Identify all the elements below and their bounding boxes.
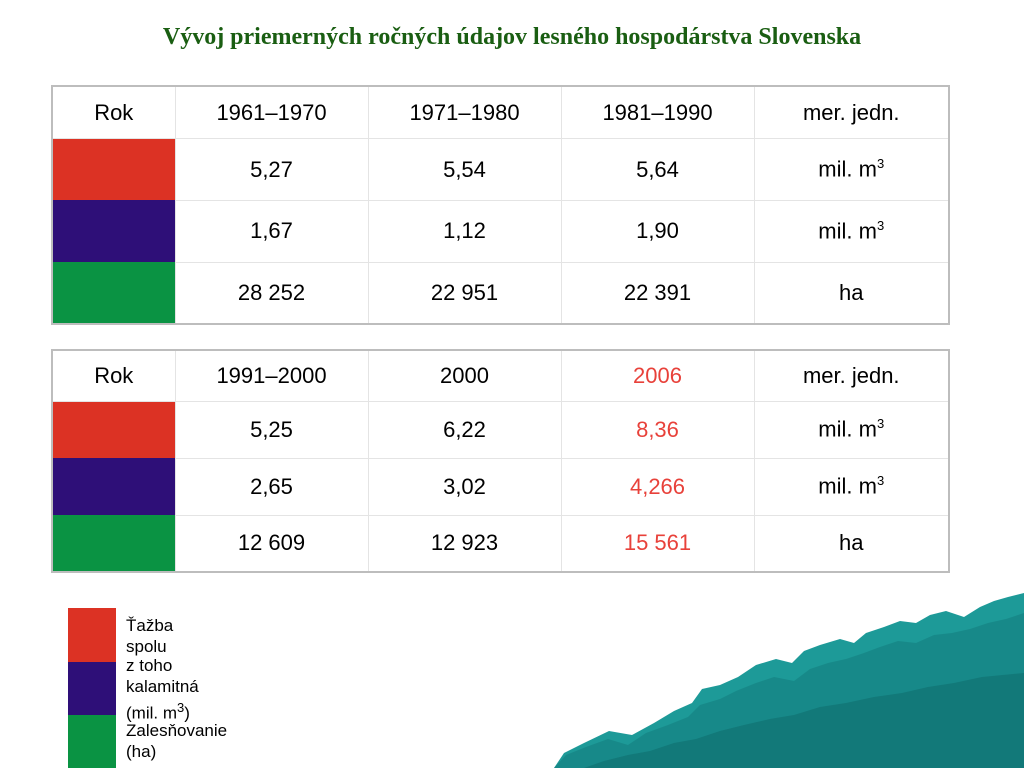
table-row: 28 252 22 951 22 391 ha [52,261,950,325]
table-cell-highlighted: 15 561 [560,514,755,573]
table-cell: 5,25 [174,400,369,459]
unit-superscript: 3 [876,416,885,432]
legend-swatch-green [68,715,116,768]
table-row: 2,65 3,02 4,266 mil. m3 [52,457,950,516]
unit-text: mil. m [818,156,877,182]
unit-cell: mil. m3 [753,138,950,201]
table-cell: 1,90 [560,199,755,263]
table-cell: 3,02 [367,457,562,516]
data-table-1991-2006: Rok 1991–2000 2000 2006 mer. jedn. 5,25 … [51,349,950,573]
table-row: 5,27 5,54 5,64 mil. m3 [52,138,950,201]
table-cell-highlighted: 4,266 [560,457,755,516]
header-cell-period: 1961–1970 [174,85,369,140]
header-cell-year: 2000 [367,349,562,402]
table-cell: 6,22 [367,400,562,459]
table-cell: 1,67 [174,199,369,263]
table-header-row: Rok 1961–1970 1971–1980 1981–1990 mer. j… [51,85,950,140]
table-cell: 5,27 [174,138,369,201]
color-swatch-red [52,401,175,458]
color-swatch-green [52,515,175,572]
table-cell: 22 951 [367,261,562,325]
unit-cell: mil. m3 [753,199,950,263]
header-cell-rok: Rok [51,85,176,140]
color-swatch-purple [52,458,175,515]
unit-text: mil. m [818,218,877,244]
legend-label-tazba: Ťažba spolu [126,616,174,656]
decorative-landscape-graphic [554,593,1024,768]
table-header-row: Rok 1991–2000 2000 2006 mer. jedn. [51,349,950,402]
legend-label-zalesnovanie: Zalesňovanie (ha) [126,721,228,761]
unit-cell: mil. m3 [753,457,950,516]
unit-superscript: 3 [876,218,885,234]
table-cell: 5,64 [560,138,755,201]
header-cell-unit: mer. jedn. [753,349,950,402]
unit-cell: ha [753,514,950,573]
unit-superscript: 3 [876,473,885,489]
color-swatch-purple [52,200,175,263]
header-cell-unit: mer. jedn. [753,85,950,140]
legend-label-line2: (mil. m3) [126,700,190,723]
table-row: 1,67 1,12 1,90 mil. m3 [52,199,950,263]
table-cell: 5,54 [367,138,562,201]
header-cell-year-highlighted: 2006 [560,349,755,402]
legend-label-kalamitna: z toho kalamitná (mil. m3) [126,655,199,724]
color-swatch-green [52,262,175,324]
table-cell: 22 391 [560,261,755,325]
page-title: Vývoj priemerných ročných údajov lesného… [162,24,862,50]
unit-superscript: 3 [876,156,885,172]
color-swatch-red [52,138,175,201]
header-cell-period: 1991–2000 [174,349,369,402]
table-cell: 2,65 [174,457,369,516]
header-cell-period: 1981–1990 [560,85,755,140]
legend-label-line1: z toho kalamitná [126,656,199,696]
legend-swatch-purple [68,662,116,715]
header-cell-rok: Rok [51,349,176,402]
table-cell: 1,12 [367,199,562,263]
unit-cell: mil. m3 [753,400,950,459]
table-row: 5,25 6,22 8,36 mil. m3 [52,400,950,459]
table-cell-highlighted: 8,36 [560,400,755,459]
unit-cell: ha [753,261,950,325]
legend-swatch-red [68,608,116,662]
header-cell-period: 1971–1980 [367,85,562,140]
table-cell: 28 252 [174,261,369,325]
table-cell: 12 923 [367,514,562,573]
unit-text: mil. m [818,473,877,499]
table-row: 12 609 12 923 15 561 ha [52,514,950,573]
table-cell: 12 609 [174,514,369,573]
data-table-1961-1990: Rok 1961–1970 1971–1980 1981–1990 mer. j… [51,85,950,325]
unit-text: mil. m [818,416,877,442]
